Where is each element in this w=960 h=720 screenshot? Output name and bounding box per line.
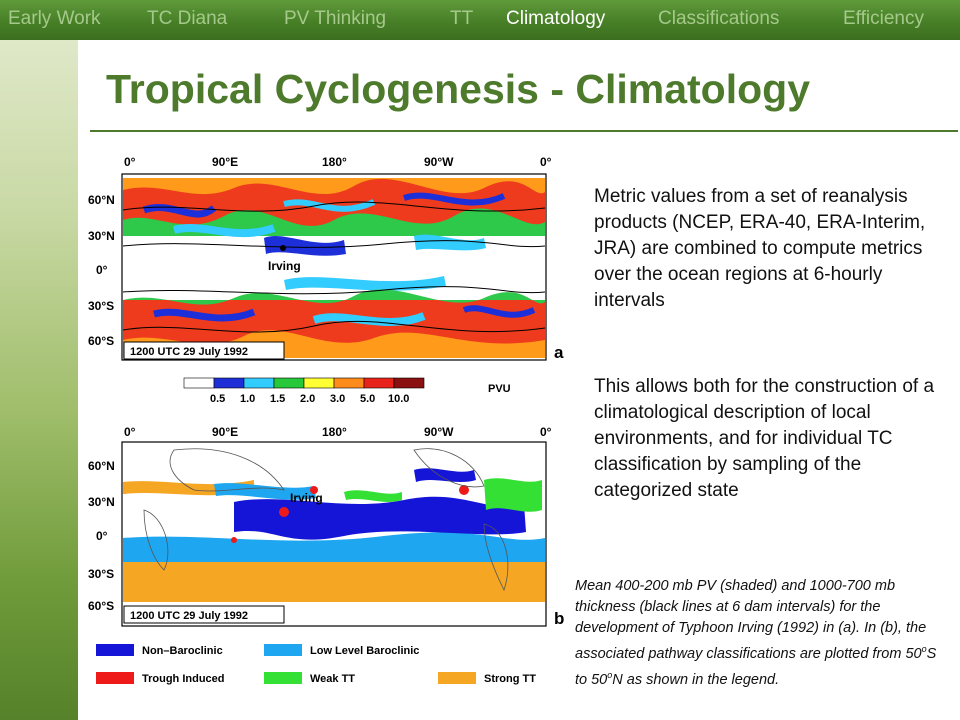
legend-label: Low Level Baroclinic [310,645,419,657]
tab-classifications[interactable]: Classifications [658,8,780,29]
time-label: 1200 UTC 29 July 1992 [130,346,248,358]
lat-label: 30°N [88,229,115,243]
lon-label: 0° [540,155,552,169]
legend-label: Non–Baroclinic [142,645,223,657]
colorbar-tick: 5.0 [360,393,375,405]
lat-label: 0° [96,529,108,543]
panel-letter: b [554,609,564,628]
classification-legend: Non–Baroclinic Low Level Baroclinic Trou… [96,644,536,685]
nav-bar: Early Work TC Diana PV Thinking TT Clima… [0,0,960,40]
colorbar-tick: 1.5 [270,393,285,405]
colorbar-tick: 2.0 [300,393,315,405]
legend-label: Strong TT [484,673,536,685]
lat-label: 0° [96,263,108,277]
pv-map-figure: 0° 90°E 180° 90°W 0° 60°N 30°N 0° 30°S 6… [84,150,574,406]
lon-label: 180° [322,155,347,169]
lon-label: 0° [540,425,552,439]
lat-label: 60°N [88,459,115,473]
classification-map-plot: Irving 1200 UTC 29 July 1992 [121,441,547,627]
tab-climatology[interactable]: Climatology [506,8,606,29]
figure-caption: Mean 400-200 mb PV (shaded) and 1000-700… [575,576,947,691]
legend-swatch [438,672,476,684]
legend-swatch [264,672,302,684]
panel-letter: a [554,343,564,362]
lat-label: 60°S [88,599,114,613]
tab-efficiency[interactable]: Efficiency [843,8,924,29]
body-paragraph-1: Metric values from a set of reanalysis p… [594,186,926,311]
lon-label: 0° [124,155,136,169]
colorbar-swatch [303,377,335,389]
colorbar-tick: 0.5 [210,393,225,405]
lon-label: 90°W [424,155,454,169]
tab-pv-thinking[interactable]: PV Thinking [284,8,387,29]
lon-label: 90°E [212,425,238,439]
lat-label: 30°S [88,299,114,313]
legend-swatch [96,644,134,656]
legend-swatch [264,644,302,656]
lon-label: 90°W [424,425,454,439]
tab-tc-diana[interactable]: TC Diana [147,8,228,29]
lon-label: 0° [124,425,136,439]
colorbar-tick: 10.0 [388,393,409,405]
lon-label: 90°E [212,155,238,169]
colorbar-swatch [363,377,395,389]
page-title: Tropical Cyclogenesis - Climatology [106,66,811,112]
colorbar-swatch [213,377,245,389]
degree-mark: o [921,644,927,654]
colorbar-swatch [183,377,215,389]
tab-early-work[interactable]: Early Work [8,8,101,29]
colorbar-swatch [243,377,275,389]
colorbar-swatch [333,377,365,389]
legend-label: Weak TT [310,673,355,685]
pv-colorbar [183,377,425,389]
body-paragraph-2: This allows both for the construction of… [594,376,935,501]
degree-mark: o [607,669,613,680]
colorbar-swatch [273,377,305,389]
colorbar-tick: 1.0 [240,393,255,405]
colorbar-swatch [393,377,425,389]
pv-map-plot: Irving 1200 UTC 29 July 1992 [121,173,547,361]
tab-tt[interactable]: TT [450,8,474,29]
legend-swatch [96,672,134,684]
lat-label: 60°N [88,193,115,207]
classification-map-figure: 0° 90°E 180° 90°W 0° 60°N 30°N 0° 30°S 6… [84,420,574,690]
colorbar-tick: 3.0 [330,393,345,405]
caption-text: S to 50 [575,645,937,688]
caption-text: N as shown in the legend. [612,671,780,688]
colorbar-unit: PVU [488,383,511,395]
storm-label: Irving [268,259,301,273]
caption-text: Mean 400-200 mb PV (shaded) and 1000-700… [575,578,927,662]
decorative-side-strip [0,40,78,720]
lat-label: 30°S [88,567,114,581]
title-divider [90,130,958,132]
legend-label: Trough Induced [142,673,225,685]
time-label: 1200 UTC 29 July 1992 [130,610,248,622]
storm-label: Irving [290,491,323,505]
lat-label: 30°N [88,495,115,509]
lat-label: 60°S [88,334,114,348]
lon-label: 180° [322,425,347,439]
